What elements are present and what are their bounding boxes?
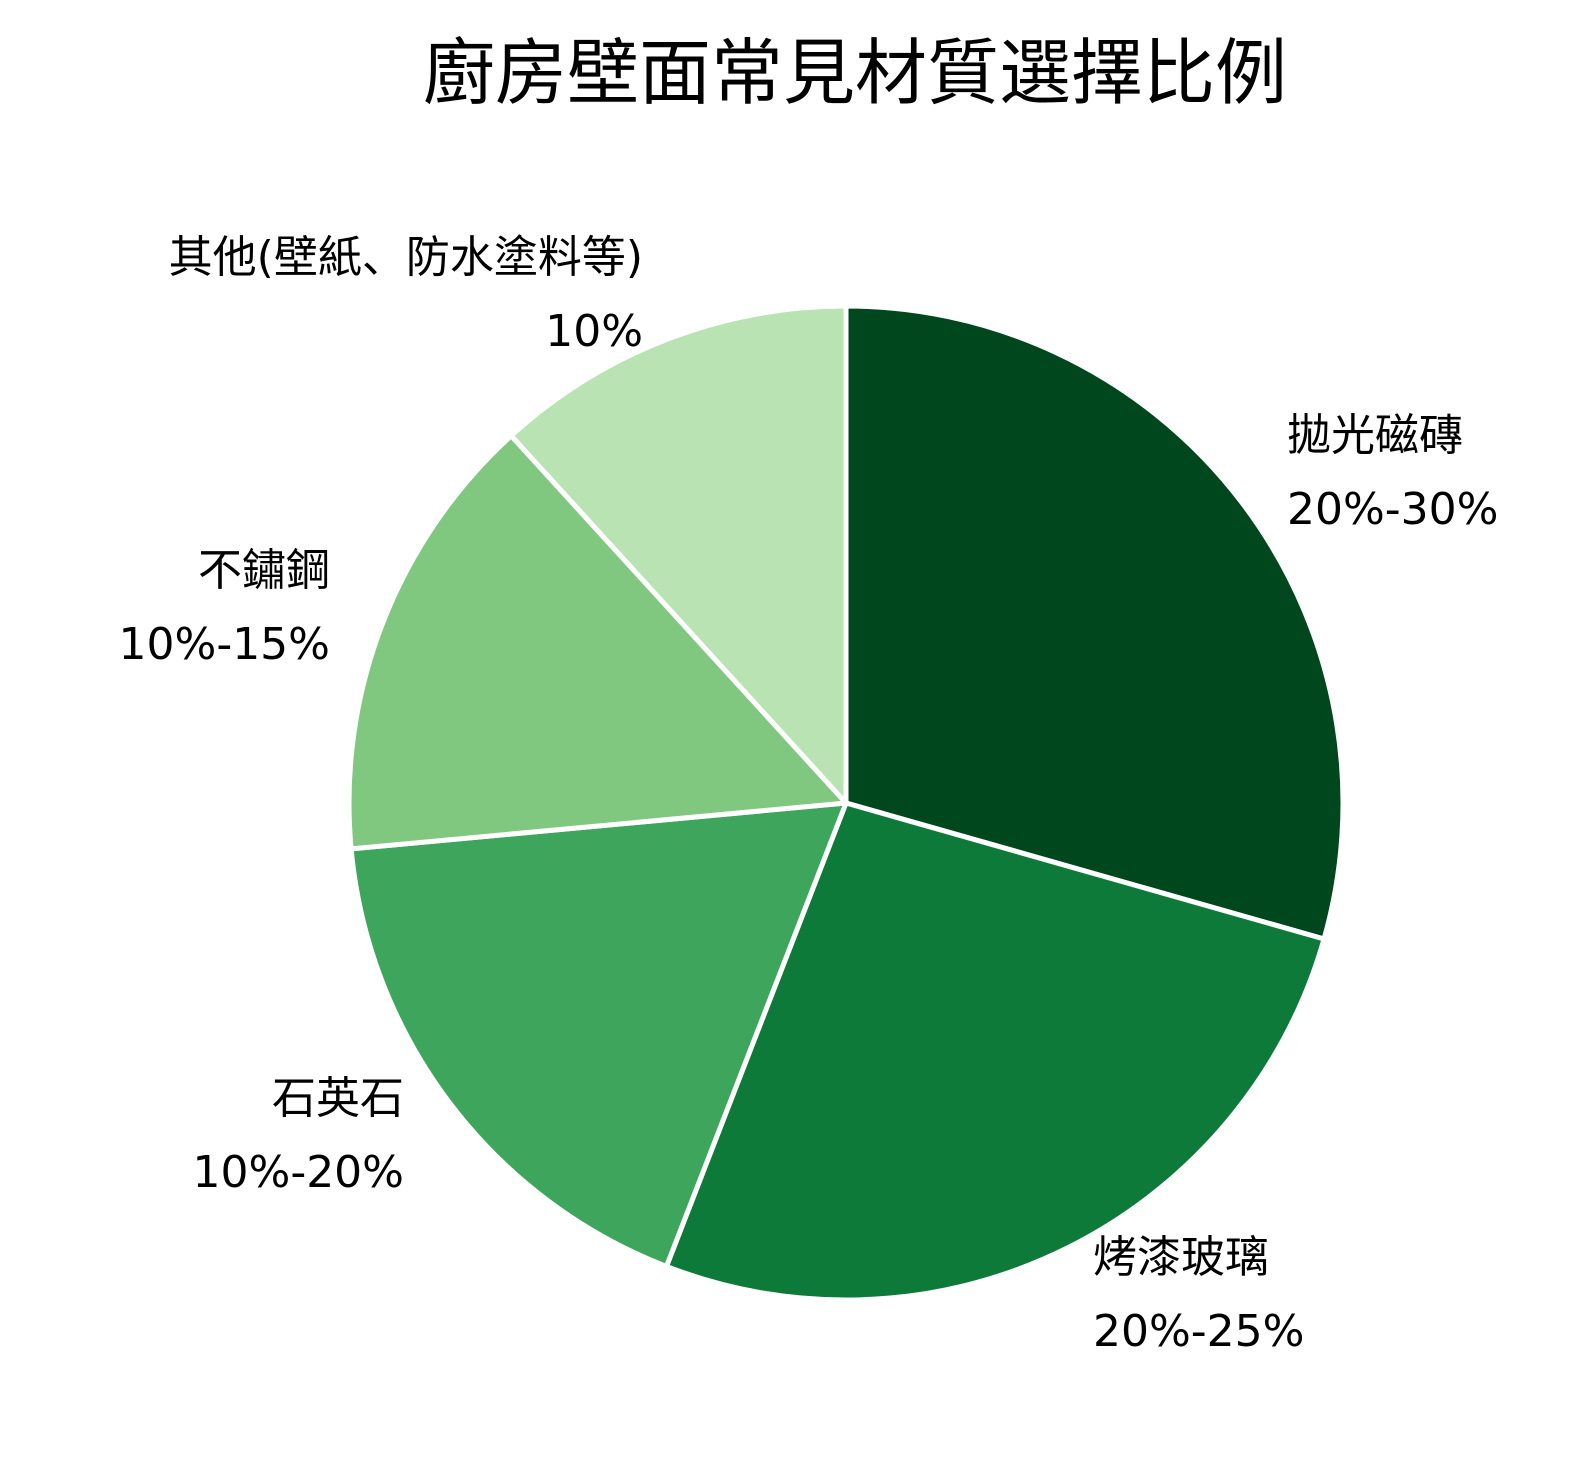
pie-slice-4 bbox=[346, 433, 849, 852]
slice-label-5: 其他(壁紙、防水塗料等) bbox=[169, 232, 643, 283]
slice-value-label-5: 10% bbox=[545, 306, 643, 357]
slice-value-label-1: 20%-30% bbox=[1287, 484, 1498, 535]
pie-slices bbox=[346, 303, 1346, 1303]
slice-value-label-3: 10%-20% bbox=[193, 1147, 404, 1198]
slice-value-label-4: 10%-15% bbox=[119, 619, 330, 670]
pie-slice-5 bbox=[508, 303, 849, 806]
pie-slice-2 bbox=[663, 800, 1327, 1303]
slice-label-2: 烤漆玻璃 bbox=[1093, 1232, 1269, 1283]
slice-label-4: 不鏽鋼 bbox=[198, 545, 330, 596]
slice-label-1: 拋光磁磚 bbox=[1287, 410, 1463, 461]
slice-label-3: 石英石 bbox=[272, 1073, 404, 1124]
pie-slice-3 bbox=[348, 800, 849, 1269]
slice-labels: 拋光磁磚 20%-30% 烤漆玻璃 20%-25% 石英石 10%-20% 不鏽鋼 10%-1… bbox=[119, 232, 1499, 1357]
slice-value-label-2: 20%-25% bbox=[1093, 1306, 1304, 1357]
chart-title: 廚房壁面常見材質選擇比例 bbox=[423, 31, 1287, 115]
pie-slice-1 bbox=[843, 303, 1346, 942]
